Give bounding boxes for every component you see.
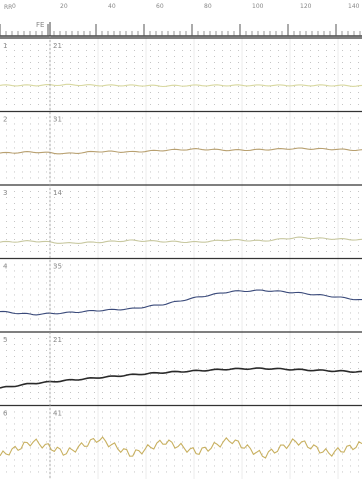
channel-grid (6, 338, 359, 399)
ruler-tick-label: 0 (12, 3, 16, 10)
channel-grid (6, 44, 359, 105)
channel-trace (0, 367, 362, 389)
channel-scale-label: 21 (53, 336, 62, 344)
ruler-tick-label: 20 (60, 3, 68, 10)
channel-grid (6, 411, 359, 473)
channel-grid (6, 117, 359, 179)
channel-5: 5 21 (0, 331, 362, 406)
channel-4: 4 35 (0, 257, 362, 332)
ruler-tick-label: 40 (108, 3, 116, 10)
channel-number: 2 (3, 116, 7, 124)
channel-trace (0, 147, 362, 155)
channel-scale-label: 14 (53, 189, 62, 197)
ruler-tick-label: 80 (204, 3, 212, 10)
channel-trace (0, 289, 362, 316)
channel-trace (0, 436, 362, 459)
channel-scale-label: 31 (53, 116, 62, 124)
channel-number: 3 (3, 189, 7, 197)
channel-grid (6, 264, 359, 326)
ruler-tick-label: 140 (348, 3, 360, 10)
channel-scale-label: 41 (53, 410, 62, 418)
ruler-tick-label: 120 (300, 3, 312, 10)
ruler-start-label: FE (36, 21, 44, 29)
channel-scale-label: 35 (53, 263, 62, 271)
channel-6: 6 41 (0, 404, 362, 479)
channel-1: 1 21 (0, 37, 362, 112)
ruler-top-label: RR (4, 4, 12, 11)
ruler-tick-label: 60 (156, 3, 164, 10)
channel-3: 3 14 (0, 184, 362, 259)
channel-trace (0, 236, 362, 244)
channel-grid (6, 191, 359, 252)
channel-number: 6 (3, 410, 8, 418)
channel-2: 2 31 (0, 110, 362, 185)
channel-number: 5 (3, 336, 7, 344)
ruler-tick-label: 100 (252, 3, 264, 10)
time-ruler: 0 20 40 60 80 100 120 140 RR FE (0, 0, 362, 38)
channel-number: 4 (3, 263, 8, 271)
channel-trace (0, 83, 362, 88)
channel-stack: 1 21 2 31 3 14 4 35 5 21 6 41 (0, 37, 362, 479)
channel-number: 1 (3, 42, 7, 50)
channel-scale-label: 21 (53, 42, 62, 50)
